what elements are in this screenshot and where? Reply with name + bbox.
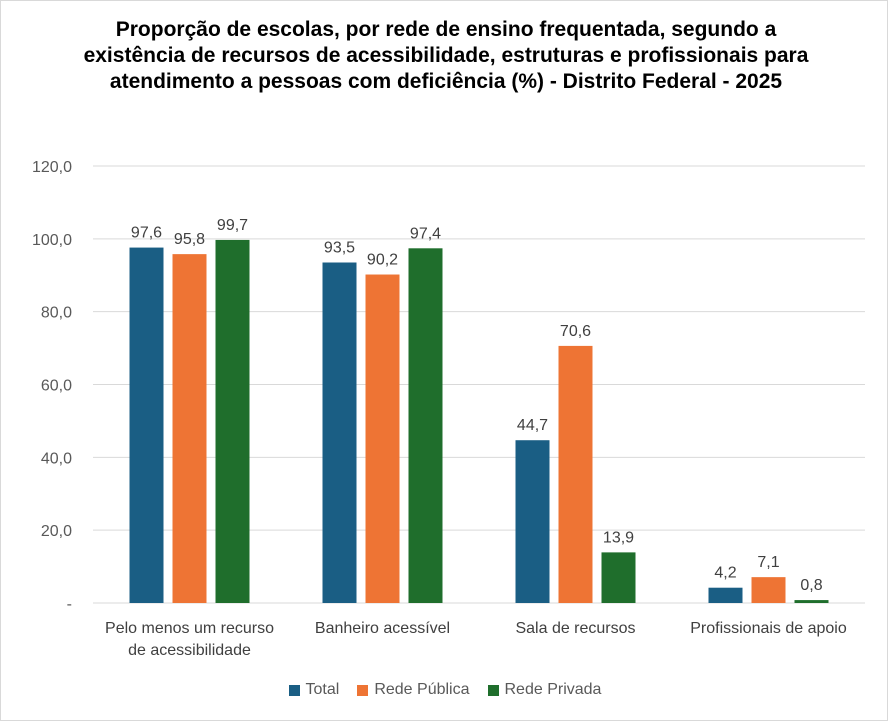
bar [129, 247, 164, 603]
x-tick-label: Profissionais de apoio [690, 620, 847, 637]
y-tick-label: 20,0 [41, 523, 72, 540]
legend-item: Rede Privada [487, 681, 602, 699]
legend-label: Total [305, 681, 340, 698]
legend-label: Rede Pública [374, 681, 470, 698]
bar [751, 577, 786, 603]
y-tick-label: 40,0 [41, 450, 72, 467]
legend-swatch [487, 684, 499, 696]
legend-swatch [357, 684, 369, 696]
y-tick-label: 60,0 [41, 378, 72, 395]
data-label: 70,6 [560, 323, 591, 340]
bar [515, 440, 550, 603]
bar [215, 239, 250, 603]
bar [365, 274, 400, 603]
legend-swatch [288, 684, 300, 696]
legend-item: Total [288, 681, 340, 699]
bar [172, 254, 207, 603]
y-tick-label: 120,0 [32, 159, 72, 176]
data-label: 90,2 [367, 252, 398, 269]
x-tick-label: Banheiro acessível [315, 620, 450, 637]
x-tick-label: Pelo menos um recurso de acessibilidade [105, 620, 274, 659]
bar [408, 248, 443, 603]
legend-item: Rede Pública [357, 681, 470, 699]
data-label: 93,5 [324, 240, 355, 257]
data-label: 4,2 [714, 565, 736, 582]
data-label: 97,6 [131, 225, 162, 242]
bar [558, 345, 593, 603]
data-label: 7,1 [757, 554, 779, 571]
data-label: 13,9 [603, 529, 634, 546]
y-tick-label: - [67, 596, 72, 613]
data-label: 0,8 [800, 577, 822, 594]
data-label: 99,7 [217, 217, 248, 234]
legend-label: Rede Privada [504, 681, 602, 698]
data-label: 97,4 [410, 225, 441, 242]
chart-title: Proporção de escolas, por rede de ensino… [83, 18, 809, 93]
bar [322, 262, 357, 603]
y-tick-label: 80,0 [41, 305, 72, 322]
bar [794, 600, 829, 603]
legend: Total Rede Pública Rede Privada [1, 681, 888, 699]
y-tick-label: 100,0 [32, 232, 72, 249]
bar [601, 552, 636, 603]
bar [708, 587, 743, 603]
data-label: 95,8 [174, 231, 205, 248]
x-tick-label: Sala de recursos [515, 620, 635, 637]
data-label: 44,7 [517, 417, 548, 434]
